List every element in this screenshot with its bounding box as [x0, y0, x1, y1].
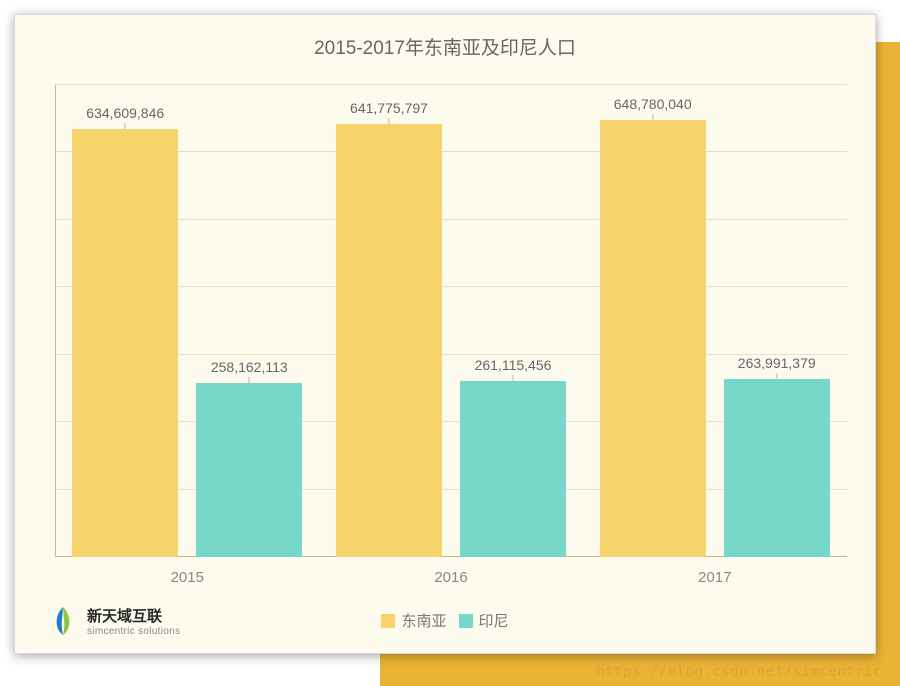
data-label: 258,162,113	[149, 359, 349, 375]
logo-text: 新天域互联 simcentric solutions	[87, 605, 180, 637]
bar	[72, 129, 178, 557]
bar-group: 641,775,797261,115,456	[336, 85, 566, 557]
legend-label-0: 东南亚	[401, 610, 446, 631]
legend-swatch-0	[381, 614, 395, 628]
data-label: 261,115,456	[413, 357, 613, 373]
legend-item-series-1: 印尼	[459, 610, 509, 631]
bar	[460, 381, 566, 557]
bar	[196, 383, 302, 557]
bar	[600, 120, 706, 557]
chart-title: 2015-2017年东南亚及印尼人口	[15, 15, 875, 60]
plot-area: 634,609,846258,162,1132015641,775,797261…	[55, 85, 847, 557]
bar-tick	[652, 114, 653, 120]
bar-tick	[125, 123, 126, 129]
bar-tick	[249, 377, 250, 383]
bar	[724, 379, 830, 557]
data-label: 648,780,040	[553, 96, 753, 112]
x-tick-label: 2017	[698, 569, 731, 586]
brand-logo: 新天域互联 simcentric solutions	[47, 605, 180, 637]
x-tick-label: 2015	[171, 569, 204, 586]
x-tick-label: 2016	[434, 569, 467, 586]
bar-tick	[513, 375, 514, 381]
data-label: 641,775,797	[289, 100, 489, 116]
data-label: 263,991,379	[677, 355, 877, 371]
bar-tick	[388, 118, 389, 124]
data-label: 634,609,846	[25, 105, 225, 121]
bar-tick	[776, 373, 777, 379]
logo-text-en: simcentric solutions	[87, 626, 180, 637]
bar-group: 648,780,040263,991,379	[600, 85, 830, 557]
logo-icon	[47, 605, 79, 637]
legend-swatch-1	[459, 614, 473, 628]
watermark: https://blog.csdn.net/simcentric	[596, 664, 882, 680]
legend-label-1: 印尼	[479, 610, 509, 631]
bar-group: 634,609,846258,162,113	[72, 85, 302, 557]
logo-text-cn: 新天域互联	[87, 605, 180, 626]
y-axis	[55, 85, 56, 557]
bar	[336, 124, 442, 557]
legend-item-series-0: 东南亚	[381, 610, 446, 631]
chart-card: 2015-2017年东南亚及印尼人口 634,609,846258,162,11…	[14, 14, 876, 654]
